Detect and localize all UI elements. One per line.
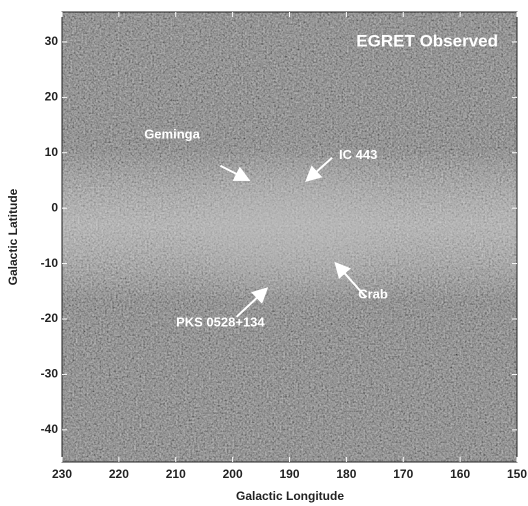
annotation-arrow bbox=[219, 164, 251, 182]
annotation-label: IC 443 bbox=[339, 147, 377, 162]
y-tick-label: -10 bbox=[41, 256, 59, 270]
annotation-arrow bbox=[305, 157, 333, 183]
y-tick-label: 0 bbox=[51, 200, 58, 214]
x-tick-label: 190 bbox=[279, 467, 299, 481]
x-tick-label: 230 bbox=[52, 467, 72, 481]
y-axis-label: Galactic Latitude bbox=[6, 188, 20, 285]
x-tick-label: 160 bbox=[450, 467, 470, 481]
x-tick-label: 180 bbox=[336, 467, 356, 481]
annotation-label: Geminga bbox=[144, 127, 200, 142]
x-tick-label: 210 bbox=[166, 467, 186, 481]
y-tick-label: -40 bbox=[41, 422, 59, 436]
plot-area bbox=[62, 12, 517, 462]
y-tick-label: -20 bbox=[41, 311, 59, 325]
diffuse-emission bbox=[200, 175, 380, 285]
chart-title: EGRET Observed bbox=[356, 31, 498, 50]
y-tick-label: 20 bbox=[45, 90, 59, 104]
annotation-arrow bbox=[334, 261, 367, 298]
annotation-arrow bbox=[235, 287, 269, 318]
y-tick-label: 30 bbox=[45, 34, 59, 48]
y-tick-label: 10 bbox=[45, 145, 59, 159]
x-tick-label: 150 bbox=[507, 467, 527, 481]
x-tick-label: 170 bbox=[393, 467, 413, 481]
x-tick-label: 200 bbox=[223, 467, 243, 481]
x-axis-label: Galactic Longitude bbox=[236, 489, 344, 503]
annotation-label: Crab bbox=[358, 287, 388, 302]
y-tick-label: -30 bbox=[41, 367, 59, 381]
x-tick-label: 220 bbox=[109, 467, 129, 481]
annotation-label: PKS 0528+134 bbox=[176, 314, 265, 329]
